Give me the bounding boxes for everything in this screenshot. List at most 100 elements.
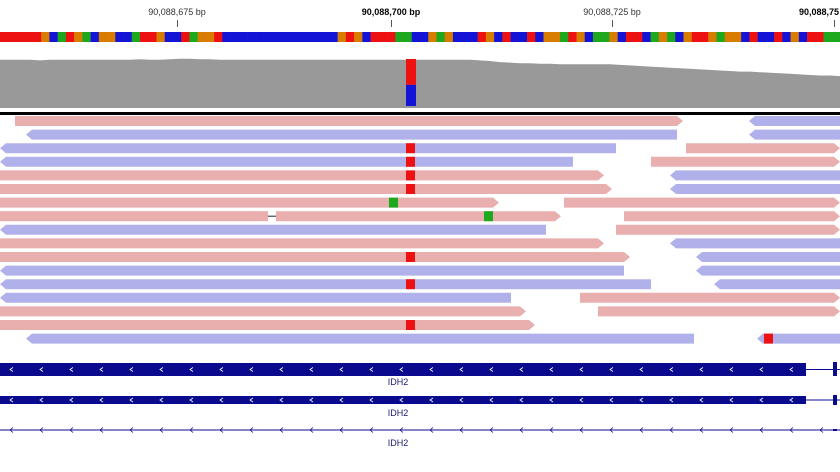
base-T [214,32,223,42]
mismatch-base-T [406,252,415,262]
gene-track-1[interactable]: IDH2 [0,360,840,387]
read-forward [0,197,499,208]
ruler-tick-label: 90,088,700 bp [361,7,421,17]
read-forward [624,211,840,222]
strand-chevron-icon [69,397,74,403]
strand-chevron-icon [609,367,614,372]
base-C [461,32,470,42]
base-T [387,32,396,42]
base-C [247,32,256,42]
base-C [798,32,808,42]
read-forward [0,184,612,194]
read-reverse [757,333,840,344]
base-C [518,32,528,42]
mismatch-base-T [764,333,773,344]
gene-model-medium[interactable] [0,392,840,406]
strand-chevron-icon [549,397,554,403]
strand-chevron-icon [429,397,434,403]
strand-chevron-icon [639,427,644,433]
strand-chevron-icon [459,367,464,372]
coverage-track[interactable] [0,52,840,108]
read-reverse [0,279,651,290]
strand-chevron-icon [549,427,554,433]
strand-chevron-icon [759,427,764,433]
mismatch-base-A [389,197,398,208]
strand-chevron-icon [159,367,164,372]
strand-chevron-icon [669,427,674,433]
base-C [362,32,371,42]
mismatch-base-T [406,279,415,290]
base-C [123,32,133,42]
base-C [741,32,750,42]
gene-model-thick[interactable] [0,360,840,376]
base-T [8,32,17,42]
gene-track-3[interactable]: IDH2 [0,424,840,450]
base-A [823,32,833,42]
reference-sequence-track[interactable] [0,32,840,42]
base-A [650,32,660,42]
strand-chevron-icon [99,397,104,403]
base-G [354,32,363,42]
base-C [757,32,767,42]
coverage-variant-ref [406,59,416,85]
strand-chevron-icon [309,367,314,372]
base-T [140,32,149,42]
coverage-variant-alt [406,84,416,106]
coordinate-ruler: 90,088,675 bp 90,088,700 bp 90,088,725 b… [0,0,840,28]
strand-chevron-icon [9,427,14,433]
base-G [708,32,717,42]
base-G [428,32,437,42]
strand-chevron-icon [279,367,284,372]
gene-model-thin[interactable] [0,424,840,438]
gene-track-2[interactable]: IDH2 [0,392,840,418]
strand-chevron-icon [759,367,764,372]
strand-chevron-icon [159,397,164,403]
strand-chevron-icon [189,397,194,403]
read-forward [564,197,840,208]
base-T [749,32,758,42]
base-C [263,32,273,42]
base-G [41,32,50,42]
base-T [502,32,511,42]
gene-label: IDH2 [387,408,409,418]
base-C [535,32,544,42]
base-T [691,32,701,42]
gene-thick-exon [0,363,806,376]
read-forward [0,306,526,317]
read-forward [0,252,630,262]
strand-chevron-icon [39,397,44,403]
strand-chevron-icon [39,427,44,433]
strand-chevron-icon [699,367,704,372]
strand-chevron-icon [609,397,614,403]
alignment-reads-track[interactable] [0,116,840,354]
base-G [107,32,116,42]
gene-thin-exon-edge [833,429,837,431]
ruler-tick-label: 90,088,675 bp [148,7,206,17]
read-forward [598,306,840,317]
mismatch-base-T [406,170,415,181]
strand-chevron-icon [219,397,224,403]
base-A [831,32,840,42]
ruler-tick-mark [391,20,392,27]
read-reverse [749,129,840,140]
read-reverse [26,333,694,344]
read-forward [0,170,604,181]
strand-chevron-icon [429,427,434,433]
base-A [560,32,569,42]
strand-chevron-icon [249,367,254,372]
base-C [411,32,421,42]
strand-chevron-icon [459,427,464,433]
base-C [115,32,124,42]
base-T [378,32,388,42]
base-C [255,32,264,42]
gene-medium-exon [0,396,806,404]
base-G [485,32,495,42]
strand-chevron-icon [369,427,374,433]
strand-chevron-icon [519,397,524,403]
base-C [312,32,322,42]
base-C [321,32,330,42]
base-T [700,32,709,42]
read-forward [686,143,840,154]
strand-chevron-icon [279,397,284,403]
strand-chevron-icon [219,427,224,433]
